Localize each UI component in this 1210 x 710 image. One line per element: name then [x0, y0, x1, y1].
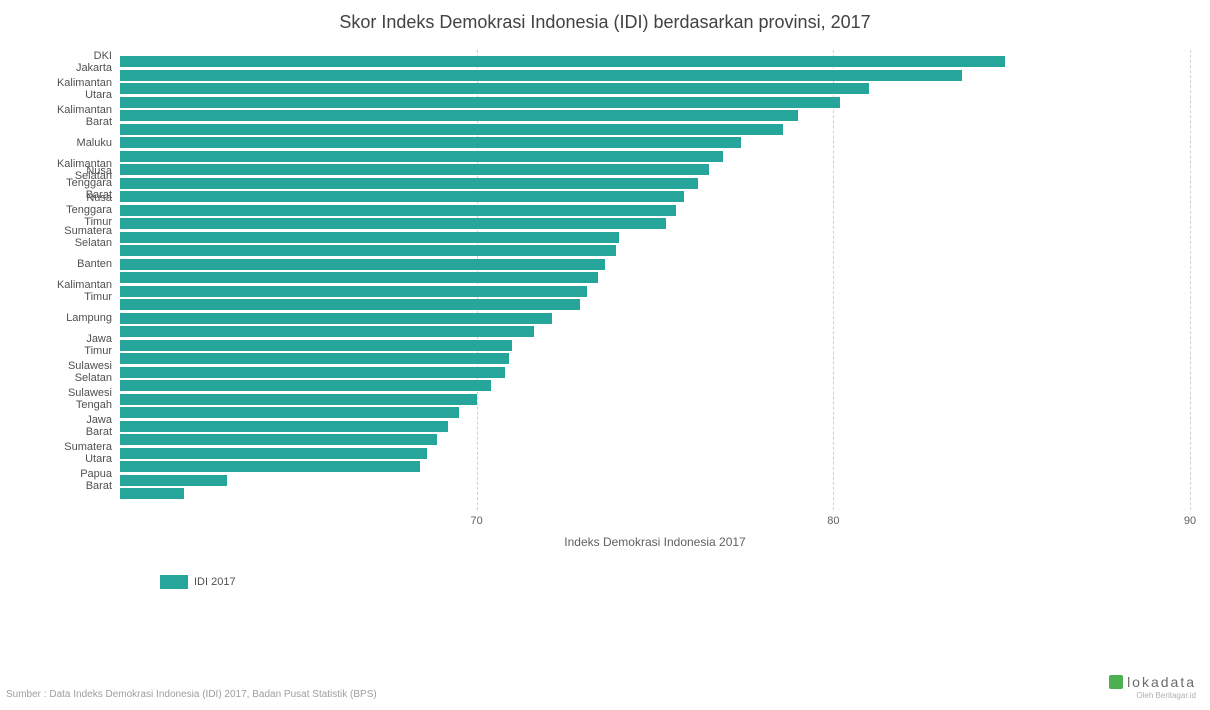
bar: [120, 448, 427, 459]
bar-row: Sumatera Selatan: [120, 232, 1190, 243]
bar-row: Jawa Timur: [120, 340, 1190, 351]
brand-name: lokadata: [1109, 674, 1196, 690]
y-axis-label: Papua Barat: [80, 468, 120, 492]
y-axis-label: DKI Jakarta: [76, 49, 120, 73]
bar-row: Lampung: [120, 313, 1190, 324]
y-axis-label: Kalimantan Barat: [57, 103, 120, 127]
plot-container: DKI Jakarta Kalimantan Utara Kalimantan Ba…: [120, 50, 1190, 510]
bar-row: Kalimantan Barat: [120, 110, 1190, 121]
brand-logo: lokadata Oleh Beritagar.id: [1109, 674, 1196, 700]
bar-row: [120, 434, 1190, 445]
bar: [120, 137, 741, 148]
bar-row: [120, 353, 1190, 364]
x-tick: 80: [827, 515, 839, 527]
bar-row: [120, 380, 1190, 391]
bar-row: [120, 488, 1190, 499]
bar-row: Sulawesi Tengah: [120, 394, 1190, 405]
y-axis-label: Maluku: [77, 136, 120, 148]
bar-row: Sumatera Utara: [120, 448, 1190, 459]
bar-row: [120, 218, 1190, 229]
bar: [120, 394, 477, 405]
bar: [120, 83, 869, 94]
bar: [120, 461, 420, 472]
y-axis-label: Kalimantan Utara: [57, 76, 120, 100]
bar-row: Nusa Tenggara Barat: [120, 178, 1190, 189]
bar: [120, 164, 709, 175]
y-axis-label: Kalimantan Timur: [57, 279, 120, 303]
bar-row: [120, 70, 1190, 81]
leaf-icon: [1109, 675, 1123, 689]
bar: [120, 191, 684, 202]
bar: [120, 232, 619, 243]
bar: [120, 407, 459, 418]
bar: [120, 313, 552, 324]
bar: [120, 380, 491, 391]
bar: [120, 70, 962, 81]
gridline: [1190, 50, 1191, 510]
x-tick: 90: [1184, 515, 1196, 527]
bar: [120, 245, 616, 256]
bar: [120, 326, 534, 337]
brand-sub: Oleh Beritagar.id: [1109, 691, 1196, 700]
bar-row: Nusa Tenggara Timur: [120, 205, 1190, 216]
y-axis-label: Nusa Tenggara Timur: [66, 192, 120, 228]
bar: [120, 421, 448, 432]
bar-row: DKI Jakarta: [120, 56, 1190, 67]
bar-row: Kalimantan Selatan: [120, 164, 1190, 175]
y-axis-label: Sulawesi Tengah: [68, 387, 120, 411]
brand-text: lokadata: [1127, 674, 1196, 690]
y-axis-label: Sulawesi Selatan: [68, 360, 120, 384]
x-tick: 70: [471, 515, 483, 527]
bar: [120, 259, 605, 270]
y-axis-label: Jawa Timur: [84, 333, 120, 357]
bar-row: Papua Barat: [120, 475, 1190, 486]
bar: [120, 97, 840, 108]
bar: [120, 488, 184, 499]
bar-row: [120, 191, 1190, 202]
source-text: Sumber : Data Indeks Demokrasi Indonesia…: [6, 689, 377, 700]
bar: [120, 151, 723, 162]
bar: [120, 340, 512, 351]
bar: [120, 475, 227, 486]
bar: [120, 56, 1005, 67]
bar: [120, 272, 598, 283]
legend-label: IDI 2017: [194, 576, 236, 588]
bar-row: [120, 245, 1190, 256]
y-axis-label: Banten: [77, 258, 120, 270]
bar-row: Banten: [120, 259, 1190, 270]
bar-row: [120, 299, 1190, 310]
bar: [120, 353, 509, 364]
bar: [120, 434, 437, 445]
chart-plot-area: DKI Jakarta Kalimantan Utara Kalimantan Ba…: [120, 50, 1190, 540]
bar-row: [120, 151, 1190, 162]
bar-row: Jawa Barat: [120, 421, 1190, 432]
bar-row: [120, 97, 1190, 108]
bar: [120, 124, 783, 135]
bar: [120, 299, 580, 310]
bar-row: Maluku: [120, 137, 1190, 148]
bar: [120, 286, 587, 297]
bar-row: [120, 407, 1190, 418]
bar-row: [120, 461, 1190, 472]
bar-row: [120, 326, 1190, 337]
bar-row: [120, 272, 1190, 283]
legend: IDI 2017: [160, 575, 236, 589]
bar: [120, 110, 798, 121]
chart-title: Skor Indeks Demokrasi Indonesia (IDI) be…: [0, 0, 1210, 41]
y-axis-label: Sumatera Utara: [64, 441, 120, 465]
legend-swatch: [160, 575, 188, 589]
x-axis-label: Indeks Demokrasi Indonesia 2017: [564, 535, 745, 549]
bar: [120, 178, 698, 189]
bar-row: Sulawesi Selatan: [120, 367, 1190, 378]
y-axis-label: Jawa Barat: [86, 414, 120, 438]
bar: [120, 367, 505, 378]
y-axis-label: Sumatera Selatan: [64, 225, 120, 249]
bar-row: [120, 124, 1190, 135]
bar-row: Kalimantan Utara: [120, 83, 1190, 94]
bar: [120, 205, 676, 216]
bar-row: Kalimantan Timur: [120, 286, 1190, 297]
bar: [120, 218, 666, 229]
y-axis-label: Lampung: [66, 312, 120, 324]
